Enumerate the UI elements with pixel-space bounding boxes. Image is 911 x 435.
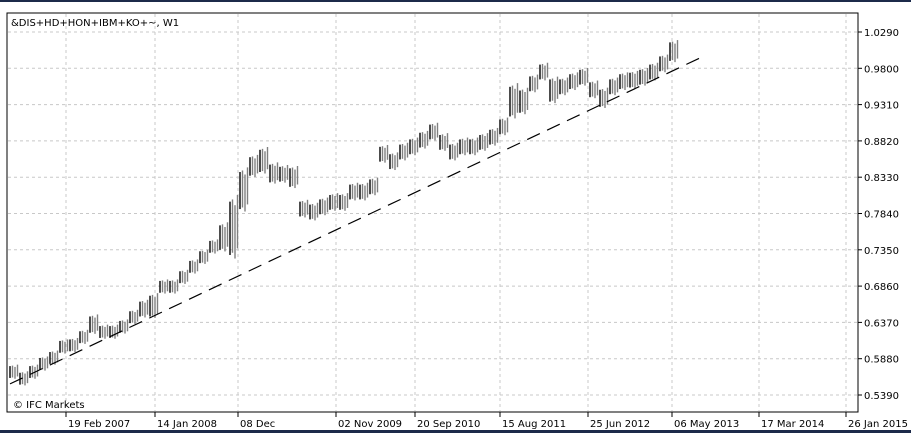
x-tick-label: 25 Jun 2012 [590, 419, 650, 430]
chart-title: &DIS+HD+HON+IBM+KO+~, W1 [11, 18, 179, 29]
y-tick-label: 0.7840 [864, 210, 899, 221]
x-tick-label: 06 May 2013 [674, 419, 739, 430]
x-axis: 19 Feb 2007 14 Jan 2008 08 Dec 02 Nov 2009 2… [65, 412, 908, 430]
trendline[interactable] [9, 57, 701, 385]
y-tick-label: 0.5390 [864, 391, 899, 402]
y-axis: 1.0290 0.9800 0.9310 0.8820 0.8330 0.7840 0.73… [858, 28, 899, 402]
x-tick-label: 19 Feb 2007 [68, 419, 130, 430]
price-bars [9, 40, 679, 386]
watermark: © IFC Markets [13, 400, 85, 411]
x-tick-label: 26 Jan 2015 [848, 419, 908, 430]
y-tick-label: 0.6370 [864, 318, 899, 329]
y-tick-label: 0.5880 [864, 355, 899, 366]
y-tick-label: 0.8330 [864, 173, 899, 184]
y-tick-label: 0.7350 [864, 246, 899, 257]
plot-frame [6, 12, 859, 413]
x-tick-label: 14 Jan 2008 [157, 419, 217, 430]
x-tick-label: 17 Mar 2014 [761, 419, 824, 430]
x-tick-label: 02 Nov 2009 [338, 419, 402, 430]
y-tick-label: 1.0290 [864, 28, 899, 39]
x-tick-label: 20 Sep 2010 [417, 419, 480, 430]
y-tick-label: 0.9310 [864, 101, 899, 112]
x-tick-label: 08 Dec [240, 419, 275, 430]
trendline-group[interactable] [9, 57, 701, 385]
x-tick-label: 15 Aug 2011 [502, 419, 566, 430]
y-tick-label: 0.9800 [864, 64, 899, 75]
y-tick-label: 0.8820 [864, 137, 899, 148]
y-tick-label: 0.6860 [864, 282, 899, 293]
